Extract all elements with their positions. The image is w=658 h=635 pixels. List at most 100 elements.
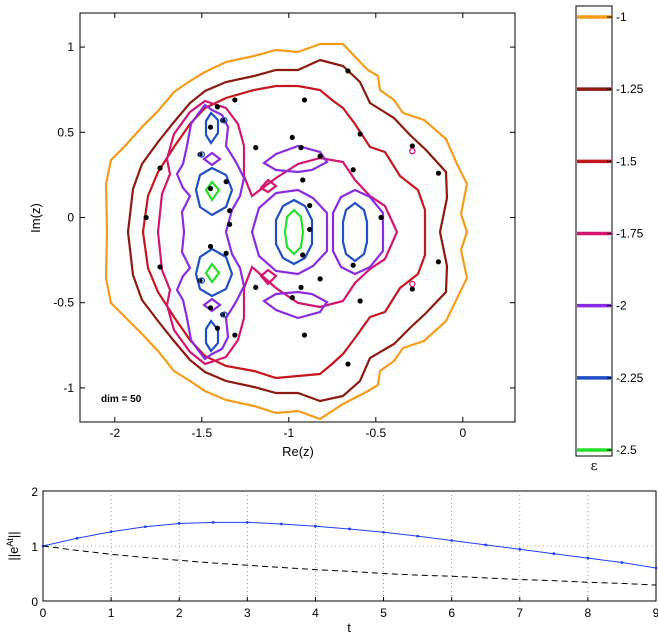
eigenvalue-point bbox=[220, 117, 226, 123]
norm-series-point bbox=[620, 561, 624, 564]
eigenvalue-point bbox=[317, 276, 323, 282]
colorbar-tick-label: -1 bbox=[616, 10, 627, 24]
norm-y-tick-label: 1 bbox=[31, 540, 38, 554]
eigenvalue-point bbox=[357, 131, 363, 137]
contour-level-1.75 bbox=[156, 99, 399, 366]
eigenvalue-point bbox=[298, 284, 304, 290]
eigenvalue-point bbox=[143, 214, 149, 221]
open-marker bbox=[198, 277, 206, 284]
eigenvalue-dots bbox=[143, 68, 442, 367]
contour-level-1 bbox=[104, 42, 469, 421]
contour-level-2-top bbox=[262, 144, 329, 174]
norm-series-point bbox=[518, 547, 522, 551]
eigenvalue-point bbox=[350, 262, 356, 268]
contour-level-2.25-e bbox=[274, 198, 314, 266]
eigenvalue-point bbox=[350, 167, 356, 173]
open-marker bbox=[409, 147, 416, 155]
norm-series-point bbox=[654, 566, 658, 570]
norm-x-tick-label: 5 bbox=[380, 606, 387, 620]
eigenvalue-point bbox=[223, 250, 229, 256]
contour-x-ticks: -2 -1.5 -1 -0.5 0 bbox=[109, 13, 466, 440]
eigenvalue-point bbox=[207, 124, 214, 130]
norm-series-point bbox=[245, 520, 249, 524]
contour-level-2-bottom bbox=[262, 290, 329, 320]
eigenvalue-point bbox=[301, 332, 308, 338]
contour-y-tick-label: -1 bbox=[63, 381, 74, 395]
contour-y-ticks: 1 0.5 0 -0.5 -1 bbox=[53, 40, 515, 395]
eigenvalue-point bbox=[435, 259, 442, 265]
colorbar-tick-label: -1.25 bbox=[616, 82, 644, 96]
norm-x-tick-label: 2 bbox=[176, 606, 183, 620]
eigenvalue-point bbox=[300, 252, 306, 258]
eigenvalue-point bbox=[232, 332, 238, 338]
eigenvalue-point bbox=[317, 153, 323, 159]
eigenvalue-point bbox=[289, 294, 295, 301]
norm-series bbox=[41, 520, 658, 586]
contour-level-1.75-island-a bbox=[259, 178, 278, 194]
eigenvalue-point bbox=[307, 202, 313, 209]
open-marker bbox=[409, 280, 416, 288]
norm-series-point bbox=[75, 536, 79, 540]
norm-x-tick-label: 7 bbox=[516, 606, 523, 620]
contour-level-2-small-a bbox=[202, 151, 222, 167]
norm-series-point bbox=[552, 552, 556, 556]
eigenvalue-point bbox=[357, 298, 363, 304]
norm-plot-frame bbox=[42, 490, 657, 602]
contour-level-2.5-c bbox=[283, 208, 305, 256]
colorbar-tick-label: -1.5 bbox=[616, 154, 637, 168]
eigenvalue-point bbox=[300, 177, 306, 183]
norm-series-point bbox=[211, 520, 215, 524]
norm-series-point bbox=[484, 543, 488, 547]
contour-level-2.25-f bbox=[341, 201, 369, 263]
norm-series-point bbox=[177, 522, 181, 525]
contour-x-tick-label: 0 bbox=[459, 426, 466, 440]
eigenvalue-point bbox=[223, 179, 229, 185]
colorbar: -1 -1.25 -1.5 -1.75 -2 -2.25 -2.5 ε bbox=[575, 5, 644, 474]
contour-level-1.75-island-b bbox=[259, 268, 278, 286]
contour-x-tick-label: -2 bbox=[109, 426, 120, 440]
norm-plot: 0 1 2 3 4 5 6 7 8 9 0 1 2 t ||eAt|| bbox=[5, 485, 658, 635]
norm-series-point bbox=[279, 522, 283, 526]
eigenvalue-point bbox=[232, 97, 238, 103]
norm-x-tick-label: 4 bbox=[312, 606, 319, 620]
eigenvalue-point bbox=[307, 226, 313, 233]
norm-series-line-1 bbox=[42, 545, 657, 586]
eigenvalue-point bbox=[214, 325, 221, 331]
colorbar-tick-label: -2.25 bbox=[616, 371, 644, 385]
norm-x-ticks: 0 1 2 3 4 5 6 7 8 9 bbox=[40, 597, 658, 620]
contour-level-2-right bbox=[331, 188, 385, 276]
contour-level-2.25-c bbox=[204, 111, 220, 145]
eigenvalue-point bbox=[253, 145, 259, 151]
contour-x-tick-label: -1 bbox=[283, 426, 294, 440]
contour-y-tick-label: 1 bbox=[67, 40, 74, 54]
eigenvalue-point bbox=[207, 305, 214, 311]
contour-level-2.25-b bbox=[194, 247, 234, 298]
open-marker bbox=[221, 117, 228, 124]
eigenvalue-point bbox=[301, 97, 308, 103]
open-marker bbox=[221, 311, 228, 318]
colorbar-tick-label: -2.5 bbox=[616, 443, 637, 457]
colorbar-tick-label: -1.75 bbox=[616, 227, 644, 241]
norm-x-tick-label: 6 bbox=[448, 606, 455, 620]
contour-level-2.5-a bbox=[204, 180, 221, 203]
open-marker bbox=[198, 151, 206, 158]
eigenvalue-point bbox=[197, 277, 203, 284]
contour-y-tick-label: 0.5 bbox=[57, 125, 74, 139]
norm-x-tick-label: 8 bbox=[585, 606, 592, 620]
norm-x-tick-label: 0 bbox=[40, 606, 47, 620]
eigenvalue-point bbox=[214, 104, 221, 110]
norm-y-label: ||eAt|| bbox=[5, 531, 21, 560]
norm-x-tick-label: 9 bbox=[653, 606, 658, 620]
norm-series-point bbox=[416, 534, 420, 538]
colorbar-label: ε bbox=[591, 459, 598, 474]
eigenvalue-point bbox=[289, 134, 295, 141]
open-markers bbox=[198, 117, 416, 318]
eigenvalue-point bbox=[197, 151, 203, 158]
eigenvalue-point bbox=[345, 68, 351, 74]
contour-plot: -2 -1.5 -1 -0.5 0 1 0.5 0 -0.5 -1 dim = 50 Re(z)… bbox=[28, 12, 516, 459]
eigenvalue-point bbox=[207, 185, 214, 192]
norm-y-tick-label: 2 bbox=[31, 485, 38, 499]
eigenvalue-point bbox=[227, 221, 233, 227]
colorbar-tick-label: -2 bbox=[616, 299, 627, 313]
